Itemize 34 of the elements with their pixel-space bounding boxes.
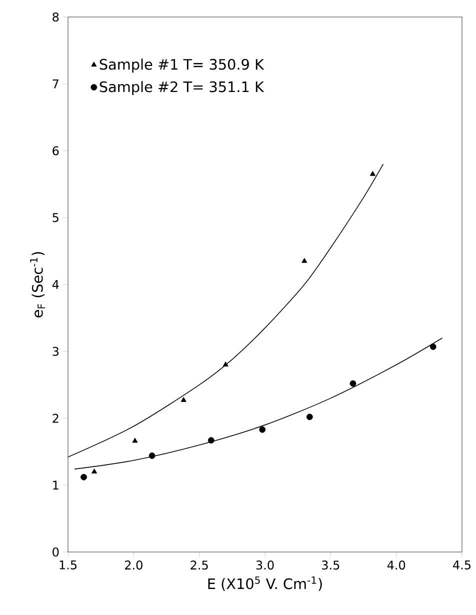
x-tick-label: 3.0 [256,560,274,570]
line-series [74,338,443,470]
point [208,437,214,444]
point [80,474,87,480]
x-tick-label: 3.5 [322,560,340,570]
point [148,452,156,459]
point [180,396,186,402]
y-tick-label: 2 [52,414,58,423]
y-axis-title: e$_{F}$ (Sec$^{-1}$) [30,252,45,318]
point [222,362,228,366]
y-tick-label: 3 [52,346,58,356]
point [430,343,436,350]
x-axis-title: E (X10$^{5}$ V. Cm$^{-1}$) [208,576,322,591]
y-tick-label: 6 [52,146,59,156]
point [350,380,356,387]
y-tick-label: 1 [53,480,58,490]
y-tick-label: 7 [52,79,58,88]
x-tick-label: 4.5 [453,560,470,570]
x-tick-label: 1.5 [60,560,76,570]
point [302,258,308,263]
x-tick-label: 2.0 [125,560,142,570]
point [91,468,98,474]
point [370,170,376,176]
point [132,438,138,443]
y-tick-label: 5 [52,213,58,222]
x-tick-label: 2.5 [190,560,208,570]
y-tick-label: 8 [52,12,59,22]
legend-label: Sample #1 T= 350.9 K [100,58,264,73]
y-tick-label: 4 [52,280,59,289]
y-tick-label: 0 [52,547,59,557]
point [306,414,313,420]
point [259,426,266,433]
legend-label: Sample #2 T= 351.1 K [100,81,264,96]
x-tick-label: 4.0 [387,560,406,570]
